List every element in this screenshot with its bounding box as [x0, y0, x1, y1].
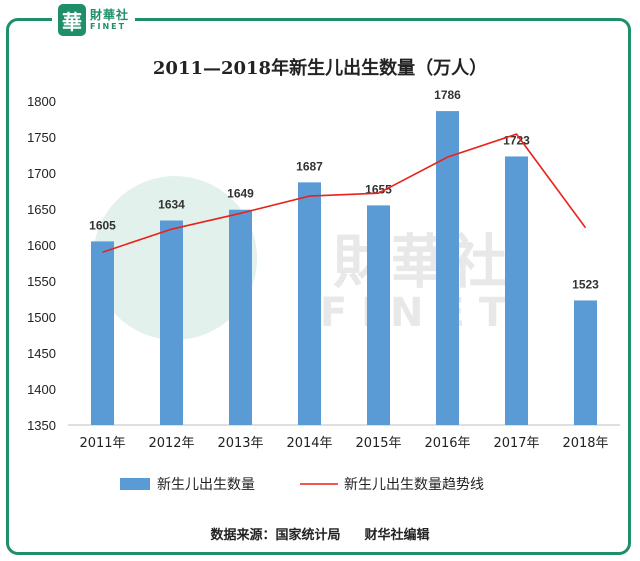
bar [436, 111, 459, 425]
y-tick-label: 1800 [27, 94, 56, 109]
x-tick-label: 2017年 [493, 436, 539, 451]
bar [367, 205, 390, 425]
x-tick-label: 2013年 [217, 436, 263, 451]
finet-logo-name-en: FINET [90, 22, 127, 31]
data-label: 1687 [296, 159, 323, 173]
bar [160, 220, 183, 425]
finet-logo-badge: 華 [58, 4, 86, 36]
data-label: 1786 [434, 88, 461, 102]
y-tick-label: 1650 [27, 202, 56, 217]
x-tick-label: 2015年 [355, 436, 401, 451]
x-tick-label: 2016年 [424, 436, 470, 451]
x-tick-label: 2011年 [79, 436, 125, 451]
data-label: 1649 [227, 187, 254, 201]
watermark-name-cn: 財華社 [333, 228, 507, 296]
x-tick-label: 2014年 [286, 436, 332, 451]
y-tick-label: 1350 [27, 418, 56, 433]
bar [574, 300, 597, 425]
legend-bar-label: 新生儿出生数量 [157, 477, 255, 493]
data-label: 1634 [158, 198, 185, 212]
chart-title: 2011—2018年新生儿出生数量（万人） [152, 58, 488, 79]
finet-logo-name-cn: 財華社 [90, 8, 130, 22]
y-tick-label: 1550 [27, 274, 56, 289]
y-tick-label: 1750 [27, 130, 56, 145]
x-tick-label: 2018年 [562, 436, 608, 451]
y-tick-label: 1400 [27, 382, 56, 397]
bar [298, 182, 321, 425]
x-tick-label: 2012年 [148, 436, 194, 451]
y-tick-label: 1450 [27, 346, 56, 361]
source-editor: 财华社编辑 [364, 528, 430, 543]
finet-logo: 華 財華社 FINET [52, 3, 136, 37]
watermark-name-en: FINET [320, 290, 520, 336]
bar [229, 209, 252, 425]
bar [505, 156, 528, 425]
data-label: 1523 [572, 277, 599, 291]
source-note: 数据来源：国家统计局 财华社编辑 [0, 524, 640, 543]
y-tick-label: 1700 [27, 166, 56, 181]
y-tick-label: 1600 [27, 238, 56, 253]
y-tick-label: 1500 [27, 310, 56, 325]
legend-line-label: 新生儿出生数量趋势线 [344, 477, 484, 493]
legend-bar-swatch [120, 478, 150, 490]
data-label: 1605 [89, 218, 116, 232]
trend-line [102, 133, 587, 253]
source-text: 数据来源：国家统计局 [210, 528, 341, 543]
bar [91, 241, 114, 425]
